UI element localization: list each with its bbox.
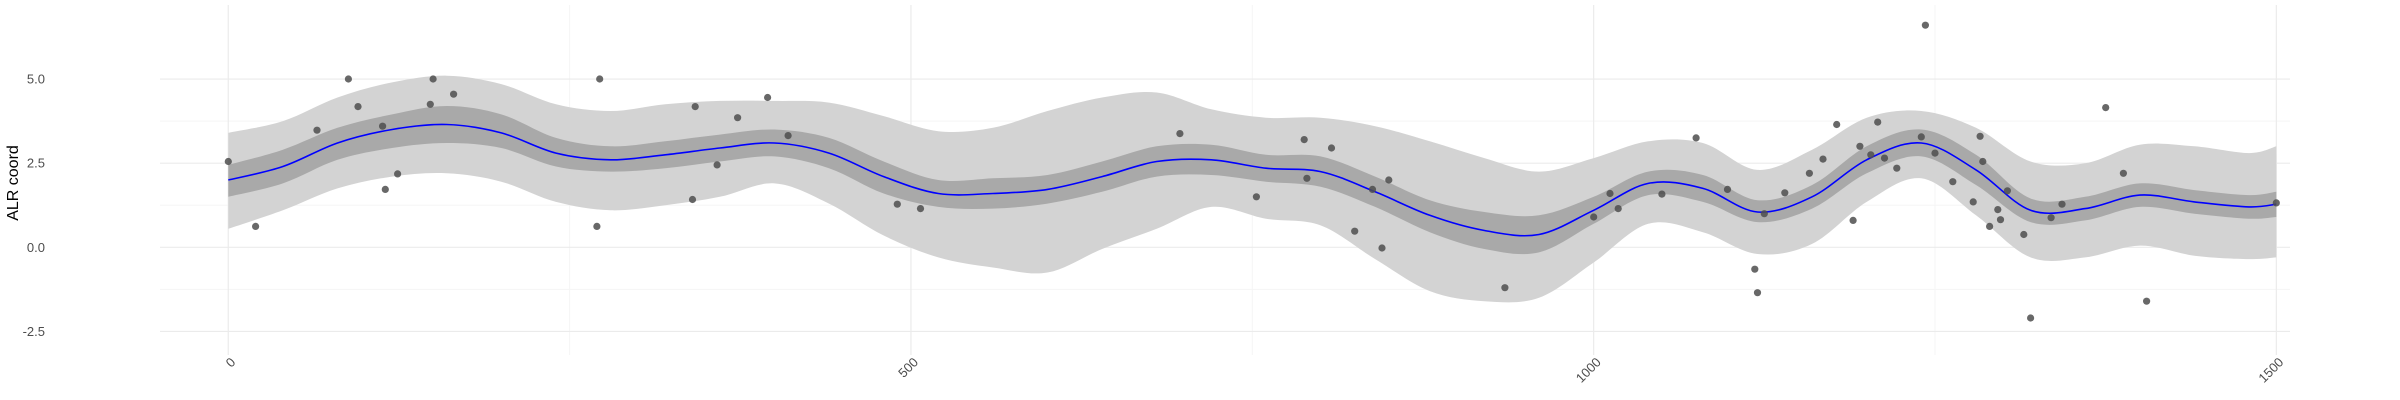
data-point bbox=[1931, 149, 1939, 157]
data-point bbox=[2143, 297, 2151, 305]
data-point bbox=[596, 75, 604, 83]
data-point bbox=[1949, 178, 1957, 186]
data-point bbox=[1986, 222, 1994, 230]
data-point bbox=[1996, 216, 2005, 224]
data-point bbox=[1880, 154, 1889, 162]
data-point bbox=[688, 195, 697, 204]
data-point bbox=[2003, 187, 2011, 195]
data-point bbox=[1917, 133, 1925, 141]
data-point bbox=[593, 222, 601, 230]
data-point bbox=[1368, 185, 1377, 193]
x-tick-label: 1500 bbox=[2255, 355, 2286, 386]
data-point bbox=[784, 132, 792, 140]
data-point bbox=[1723, 185, 1732, 193]
data-point bbox=[1501, 284, 1509, 292]
data-point bbox=[1833, 120, 1841, 129]
y-axis-title: ALR coord bbox=[5, 145, 22, 221]
data-point bbox=[1658, 190, 1666, 198]
data-point bbox=[713, 161, 721, 169]
data-point bbox=[2047, 214, 2055, 222]
data-point bbox=[1781, 189, 1789, 197]
data-point bbox=[1753, 289, 1762, 297]
data-point bbox=[1893, 164, 1901, 172]
y-tick-label: -2.5 bbox=[23, 324, 45, 339]
data-point bbox=[1805, 169, 1813, 177]
y-tick-label: 5.0 bbox=[27, 72, 45, 87]
data-point bbox=[1849, 216, 1857, 224]
data-point bbox=[2272, 199, 2280, 207]
data-point bbox=[1252, 193, 1260, 201]
data-point bbox=[1867, 151, 1875, 159]
data-point bbox=[1751, 265, 1759, 273]
data-point bbox=[1979, 157, 1987, 166]
data-points bbox=[224, 21, 2280, 322]
data-point bbox=[1874, 118, 1882, 126]
data-point bbox=[1378, 244, 1386, 252]
data-point bbox=[2020, 230, 2028, 239]
data-point bbox=[1994, 206, 2002, 214]
x-tick-label: 0 bbox=[223, 355, 239, 371]
data-point bbox=[1760, 210, 1768, 218]
data-point bbox=[764, 93, 772, 102]
data-point bbox=[1176, 130, 1184, 138]
x-tick-label: 500 bbox=[895, 355, 921, 381]
data-point bbox=[1819, 155, 1827, 163]
data-point bbox=[2102, 104, 2110, 112]
data-point bbox=[1327, 144, 1336, 152]
data-point bbox=[1856, 142, 1864, 150]
data-point bbox=[1303, 174, 1311, 182]
data-point bbox=[426, 100, 434, 108]
y-tick-label: 2.5 bbox=[27, 156, 45, 171]
data-point bbox=[252, 222, 260, 230]
data-point bbox=[734, 114, 742, 122]
data-point bbox=[1969, 198, 1977, 206]
data-point bbox=[2119, 169, 2127, 177]
data-point bbox=[429, 75, 437, 83]
data-point bbox=[1614, 205, 1622, 213]
data-point bbox=[2027, 314, 2035, 322]
data-point bbox=[1976, 132, 1984, 140]
data-point bbox=[1385, 176, 1393, 184]
data-point bbox=[394, 170, 402, 178]
y-axis-tick-labels: -2.5 0.0 2.5 5.0 bbox=[23, 72, 45, 339]
data-point bbox=[916, 205, 925, 213]
data-point bbox=[2058, 200, 2066, 208]
x-axis-tick-labels: 0 500 1000 1500 bbox=[223, 355, 2287, 386]
data-point bbox=[379, 122, 387, 130]
data-point bbox=[1351, 227, 1359, 235]
data-point bbox=[1300, 136, 1308, 144]
data-point bbox=[1590, 213, 1598, 221]
data-point bbox=[224, 157, 232, 166]
data-point bbox=[313, 126, 321, 134]
data-point bbox=[450, 90, 458, 98]
data-point bbox=[1921, 21, 1929, 29]
data-point bbox=[893, 200, 901, 208]
data-point bbox=[1606, 189, 1614, 198]
x-tick-label: 1000 bbox=[1573, 355, 1604, 386]
data-point bbox=[1692, 134, 1700, 142]
data-point bbox=[354, 103, 362, 111]
smooth-fit-line bbox=[228, 123, 2277, 237]
data-point bbox=[691, 103, 699, 111]
y-tick-label: 0.0 bbox=[27, 240, 45, 255]
data-point bbox=[381, 185, 389, 193]
data-point bbox=[344, 75, 352, 83]
